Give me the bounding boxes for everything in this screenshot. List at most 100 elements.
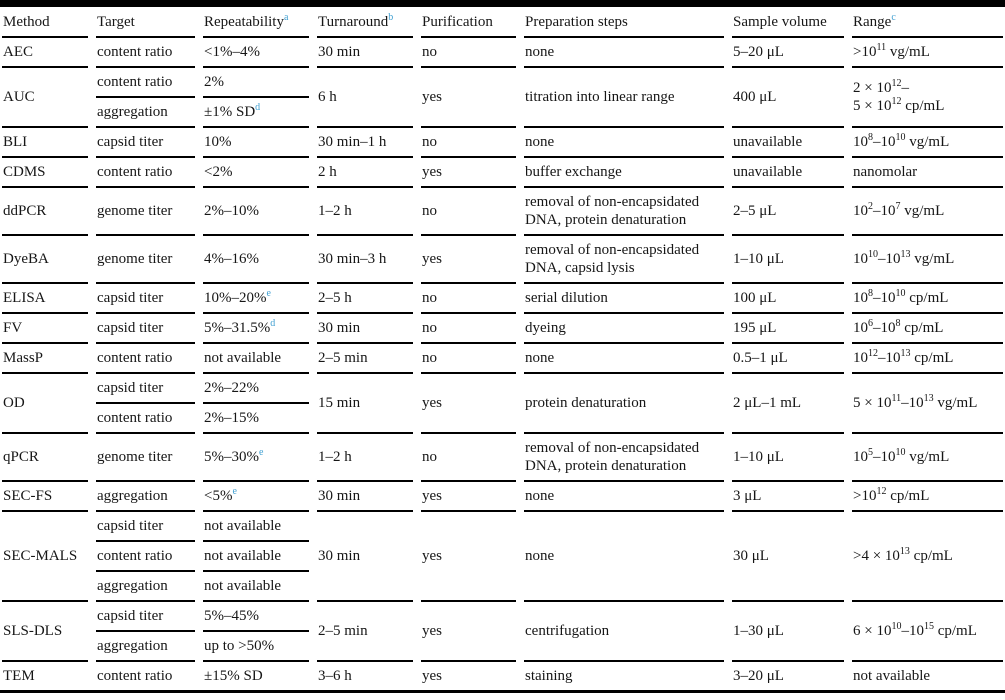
preparation-value: none bbox=[525, 44, 555, 60]
exponent: 8 bbox=[868, 132, 873, 143]
table-row-cdms: CDMS content ratio <2% 2 h yes buffer exchang… bbox=[2, 158, 1003, 188]
exponent: 13 bbox=[899, 546, 910, 557]
purification-value: no bbox=[422, 203, 437, 219]
target-value: content ratio bbox=[97, 350, 173, 366]
exponent: 15 bbox=[923, 621, 934, 632]
purification-value: yes bbox=[422, 548, 442, 564]
sample-volume-value: 3–20 μL bbox=[733, 668, 784, 684]
exponent: 13 bbox=[923, 393, 934, 404]
sample-volume-cell: 30 μL bbox=[732, 512, 844, 602]
repeatability-cell: 4%–16% bbox=[203, 236, 309, 284]
range-cell: 105–1010 vg/mL bbox=[852, 434, 1003, 482]
method-value: ELISA bbox=[3, 290, 46, 306]
purification-value: yes bbox=[422, 89, 442, 105]
repeatability-value: 5%–30% bbox=[204, 449, 259, 465]
preparation-value: staining bbox=[525, 668, 573, 684]
sample-volume-cell: 3–20 μL bbox=[732, 662, 844, 690]
purification-value: no bbox=[422, 449, 437, 465]
purification-cell: yes bbox=[421, 662, 516, 690]
table-row-sec-mals-1: SEC-MALS capsid titer not available 30 min y… bbox=[2, 512, 1003, 602]
turnaround-value: 30 min bbox=[318, 548, 361, 564]
exponent: 10 bbox=[891, 621, 902, 632]
repeatability-value: 5%–31.5% bbox=[204, 320, 271, 336]
target-value: aggregation bbox=[97, 488, 168, 504]
footnote-marker: b bbox=[388, 12, 394, 23]
table-row-elisa: ELISA capsid titer 10%–20%e 2–5 h no serial d… bbox=[2, 284, 1003, 314]
sample-volume-value: 1–10 μL bbox=[733, 449, 784, 465]
repeatability-value: not available bbox=[204, 350, 282, 366]
method-cell: AUC bbox=[2, 68, 88, 128]
repeatability-cell: 2%–15% bbox=[203, 404, 309, 434]
target-value: content ratio bbox=[97, 74, 173, 90]
purification-cell: no bbox=[421, 314, 516, 344]
turnaround-value: 30 min bbox=[318, 320, 361, 336]
purification-value: no bbox=[422, 134, 437, 150]
purification-value: no bbox=[422, 44, 437, 60]
repeatability-value: 10% bbox=[204, 134, 232, 150]
column-header-range: Range bbox=[853, 14, 892, 30]
exponent: 2 bbox=[868, 201, 873, 212]
table-row-aec: AEC content ratio <1%–4% 30 min no none 5–20 μ… bbox=[2, 38, 1003, 68]
turnaround-cell: 1–2 h bbox=[317, 434, 413, 482]
repeatability-cell: 10% bbox=[203, 128, 309, 158]
methods-comparison-table: Method Target Repeatabilitya Turnaroundb Pur… bbox=[0, 7, 1005, 690]
turnaround-value: 2–5 min bbox=[318, 623, 368, 639]
column-header-turnaround: Turnaround bbox=[318, 14, 389, 30]
column-header-method: Method bbox=[2, 7, 88, 38]
turnaround-value: 3–6 h bbox=[318, 668, 352, 684]
range-cell: 5 × 1011–1013 vg/mL bbox=[852, 374, 1003, 434]
exponent: 6 bbox=[868, 318, 873, 329]
preparation-cell: removal of non-encapsidated DNA, protein… bbox=[524, 434, 724, 482]
range-cell: 108–1010 vg/mL bbox=[852, 128, 1003, 158]
turnaround-cell: 2 h bbox=[317, 158, 413, 188]
sample-volume-value: unavailable bbox=[733, 164, 803, 180]
preparation-value: none bbox=[525, 134, 555, 150]
exponent: 12 bbox=[891, 96, 902, 107]
target-value: capsid titer bbox=[97, 134, 164, 150]
turnaround-value: 15 min bbox=[318, 395, 361, 411]
column-header-target: Target bbox=[97, 14, 135, 30]
range-cell: not available bbox=[853, 668, 931, 684]
sample-volume-cell: 3 μL bbox=[732, 482, 844, 512]
method-value: SEC-MALS bbox=[3, 548, 78, 564]
repeatability-cell: <2% bbox=[203, 158, 309, 188]
repeatability-cell: 2% bbox=[203, 68, 309, 98]
target-cell: content ratio bbox=[96, 344, 195, 374]
sample-volume-cell: 1–10 μL bbox=[732, 236, 844, 284]
preparation-value: buffer exchange bbox=[525, 164, 622, 180]
turnaround-cell: 2–5 h bbox=[317, 284, 413, 314]
target-cell: content ratio bbox=[96, 158, 195, 188]
purification-cell: no bbox=[421, 434, 516, 482]
target-cell: capsid titer bbox=[96, 374, 195, 404]
footnote-marker: c bbox=[891, 12, 896, 23]
column-header-sample-volume: Sample volume bbox=[732, 7, 844, 38]
preparation-cell: none bbox=[524, 482, 724, 512]
target-cell: genome titer bbox=[96, 434, 195, 482]
exponent: 13 bbox=[900, 348, 911, 359]
column-header-sample-volume: Sample volume bbox=[733, 14, 827, 30]
repeatability-value: <2% bbox=[204, 164, 233, 180]
purification-cell: yes bbox=[421, 158, 516, 188]
repeatability-value: 2%–15% bbox=[204, 410, 259, 426]
purification-value: no bbox=[422, 350, 437, 366]
exponent: 10 bbox=[895, 447, 906, 458]
table-top-rule bbox=[0, 0, 1005, 7]
table-row-ddpcr: ddPCR genome titer 2%–10% 1–2 h no removal of… bbox=[2, 188, 1003, 236]
preparation-cell: removal of non-encapsidated DNA, protein… bbox=[524, 188, 724, 236]
preparation-value: protein denaturation bbox=[525, 395, 647, 411]
repeatability-cell: 10%–20%e bbox=[203, 284, 309, 314]
repeatability-value: 10%–20% bbox=[204, 290, 267, 306]
turnaround-cell: 2–5 min bbox=[317, 344, 413, 374]
range-cell: 6 × 1010–1015 cp/mL bbox=[852, 602, 1003, 662]
method-cell: ddPCR bbox=[2, 188, 88, 236]
turnaround-cell: 30 min–1 h bbox=[317, 128, 413, 158]
turnaround-value: 1–2 h bbox=[318, 203, 352, 219]
table-row-auc-2: aggregation ±1% SDd bbox=[2, 98, 1003, 128]
turnaround-value: 30 min bbox=[318, 488, 361, 504]
method-cell: ELISA bbox=[2, 284, 88, 314]
target-value: aggregation bbox=[97, 578, 168, 594]
method-cell: AEC bbox=[2, 38, 88, 68]
column-header-repeatability: Repeatabilitya bbox=[203, 7, 309, 38]
preparation-value: centrifugation bbox=[525, 623, 610, 639]
repeatability-cell: <1%–4% bbox=[203, 38, 309, 68]
